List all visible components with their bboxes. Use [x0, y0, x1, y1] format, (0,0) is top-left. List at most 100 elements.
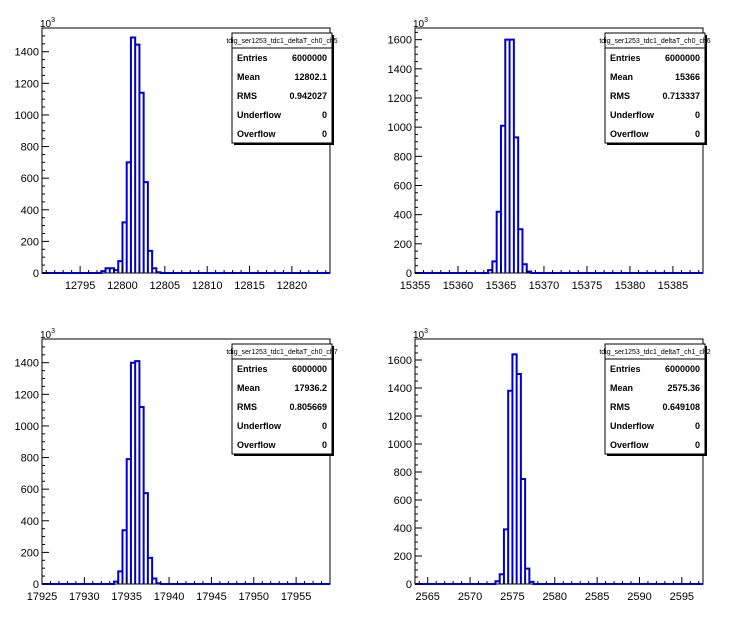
stats-value: 0 [695, 421, 700, 431]
stats-label: Underflow [237, 110, 282, 120]
y-tick-label: 0 [33, 268, 39, 280]
x-tick-label: 12815 [234, 280, 265, 292]
histogram-panel-1: 12795 12800 12805 12810 12815 12820 0 200 400 600… [15, 17, 338, 292]
y-tick-label: 400 [394, 523, 412, 535]
stats-value: 0.805669 [289, 402, 327, 412]
y-tick-label: 0 [33, 579, 39, 591]
x-tick-label: 15355 [400, 280, 431, 292]
x-tick-label: 12795 [65, 280, 96, 292]
histogram-panel-3: 17925 17930 17935 17940 17945 17950 17955 0 200 4… [15, 328, 338, 603]
y-tick-label: 1400 [15, 358, 39, 370]
x-tick-label: 15375 [572, 280, 603, 292]
y-tick-label: 1600 [388, 355, 412, 367]
y-tick-label: 0 [406, 268, 412, 280]
stats-label: Overflow [610, 440, 650, 450]
stats-label: Underflow [237, 421, 282, 431]
stats-box: tdig_ser1253_tdc1_deltaT_ch0_ch6 Entries 6… [599, 32, 711, 145]
stats-value: 0.713337 [662, 91, 700, 101]
x-tick-label: 15360 [443, 280, 474, 292]
stats-label: Underflow [610, 421, 655, 431]
x-tick-label: 17940 [154, 591, 185, 603]
stats-box-title: tdig_ser1253_tdc1_deltaT_ch1_ch2 [599, 349, 710, 356]
x-tick-label: 2575 [500, 591, 524, 603]
stats-label: Mean [610, 72, 633, 82]
x-tick-label: 12805 [150, 280, 181, 292]
stats-value: 0 [322, 421, 327, 431]
stats-label: Mean [610, 383, 633, 393]
stats-value: 0 [322, 110, 327, 120]
y-tick-label: 800 [21, 453, 39, 465]
stats-label: RMS [237, 402, 257, 412]
y-tick-label: 1200 [15, 389, 39, 401]
stats-label: Entries [237, 53, 268, 63]
stats-label: RMS [237, 91, 257, 101]
x-tick-label: 15370 [529, 280, 560, 292]
stats-label: RMS [610, 91, 630, 101]
y-tick-label: 1000 [15, 110, 39, 122]
stats-box-frame [604, 32, 706, 144]
y-tick-label: 200 [394, 551, 412, 563]
stats-value: 2575.36 [667, 383, 700, 393]
y-tick-label: 1000 [388, 122, 412, 134]
histogram-panel-4: 2565 2570 2575 2580 2585 2590 2595 0 200 400 600 80… [388, 328, 711, 603]
y-tick-label: 200 [394, 239, 412, 251]
x-tick-label: 12800 [107, 280, 138, 292]
y-tick-label: 1200 [388, 411, 412, 423]
y-tick-label: 800 [21, 142, 39, 154]
stats-label: Overflow [610, 129, 650, 139]
stats-value: 6000000 [292, 53, 327, 63]
x-tick-label: 17930 [69, 591, 100, 603]
histogram-panel-2: 15355 15360 15365 15370 15375 15380 15385 0 200 4… [388, 17, 711, 292]
stats-label: Overflow [237, 129, 277, 139]
x-tick-label: 15385 [658, 280, 689, 292]
stats-box: tdig_ser1253_tdc1_deltaT_ch1_ch2 Entries 6… [599, 343, 711, 456]
stats-box: tdig_ser1253_tdc1_deltaT_ch0_ch7 Entries 6… [226, 343, 338, 456]
y-tick-label: 1400 [388, 383, 412, 395]
stats-value: 0 [695, 440, 700, 450]
y-tick-label: 1400 [15, 47, 39, 59]
stats-label: Entries [237, 364, 268, 374]
y-tick-label: 400 [21, 205, 39, 217]
stats-value: 17936.2 [294, 383, 327, 393]
x-tick-label: 2570 [458, 591, 482, 603]
stats-value: 0 [695, 110, 700, 120]
y-tick-label: 200 [21, 547, 39, 559]
y-tick-label: 1000 [15, 421, 39, 433]
stats-box-frame [231, 343, 333, 455]
stats-box-title: tdig_ser1253_tdc1_deltaT_ch0_ch6 [599, 38, 710, 45]
stats-label: Overflow [237, 440, 277, 450]
stats-value: 15366 [675, 72, 700, 82]
y-tick-label: 400 [21, 516, 39, 528]
stats-value: 12802.1 [294, 72, 327, 82]
y-tick-label: 1400 [388, 64, 412, 76]
x-tick-label: 17955 [281, 591, 312, 603]
histogram-line [42, 360, 330, 585]
stats-label: Entries [610, 53, 641, 63]
stats-value: 6000000 [665, 364, 700, 374]
y-tick-label: 800 [394, 151, 412, 163]
stats-box-frame [604, 343, 706, 455]
stats-label: Entries [610, 364, 641, 374]
stats-label: Underflow [610, 110, 655, 120]
stats-box-frame [231, 32, 333, 144]
x-tick-label: 2585 [585, 591, 609, 603]
stats-value: 0.649108 [662, 402, 700, 412]
x-tick-label: 15365 [486, 280, 517, 292]
y-tick-label: 600 [394, 495, 412, 507]
x-tick-label: 2595 [670, 591, 694, 603]
x-tick-label: 12810 [192, 280, 223, 292]
stats-label: RMS [610, 402, 630, 412]
x-tick-label: 2580 [543, 591, 567, 603]
x-tick-label: 2565 [415, 591, 439, 603]
stats-value: 6000000 [292, 364, 327, 374]
stats-box-title: tdig_ser1253_tdc1_deltaT_ch0_ch5 [226, 38, 337, 45]
y-tick-label: 0 [406, 579, 412, 591]
histogram-line [415, 353, 703, 585]
x-tick-label: 15380 [615, 280, 646, 292]
stats-box: tdig_ser1253_tdc1_deltaT_ch0_ch5 Entries 6… [226, 32, 338, 145]
x-tick-label: 12820 [277, 280, 308, 292]
stats-value: 6000000 [665, 53, 700, 63]
x-tick-label: 17945 [196, 591, 227, 603]
y-tick-label: 800 [394, 467, 412, 479]
